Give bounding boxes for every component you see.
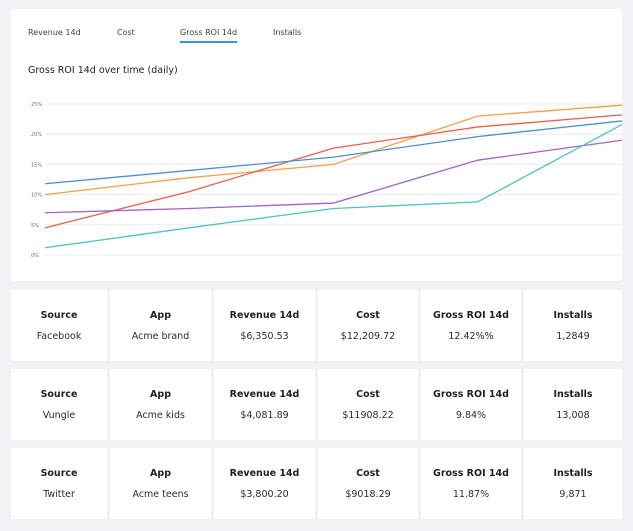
roi-cell: Gross ROI 14d 11.87% xyxy=(421,448,521,519)
source-cell: Source Vungle xyxy=(11,369,108,440)
table-row: Source Facebook App Acme brand Revenue 14d… xyxy=(11,290,623,361)
cost-cell: Cost $12,209.72 xyxy=(318,290,418,361)
app-header: App xyxy=(150,467,171,479)
installs-cell: Installs 1,2849 xyxy=(524,290,623,361)
source-value: Facebook xyxy=(36,330,82,342)
source-header: Source xyxy=(40,388,78,400)
y-tick-label: 15% xyxy=(31,162,42,168)
source-header: Source xyxy=(40,309,78,321)
revenue-value: $4,081.89 xyxy=(240,409,289,421)
source-value: Vungle xyxy=(42,409,76,421)
series-line-3 xyxy=(44,139,622,214)
roi-value: 12.42%% xyxy=(448,330,494,342)
series-line-0 xyxy=(44,104,622,196)
revenue-cell: Revenue 14d $6,350.53 xyxy=(214,290,315,361)
roi-cell: Gross ROI 14d 12.42%% xyxy=(421,290,521,361)
roi-value: 11.87% xyxy=(452,488,490,500)
revenue-header: Revenue 14d xyxy=(229,309,300,321)
metric-tabs: Revenue 14d Cost Gross ROI 14d Installs xyxy=(11,28,622,50)
y-tick-label: 20% xyxy=(31,132,42,138)
chart-title: Gross ROI 14d over time (daily) xyxy=(28,65,178,76)
y-tick-label: 10% xyxy=(31,193,42,199)
installs-header: Installs xyxy=(553,388,593,400)
source-cell: Source Facebook xyxy=(11,290,108,361)
installs-header: Installs xyxy=(553,467,593,479)
app-header: App xyxy=(150,309,171,321)
source-value: Twitter xyxy=(43,488,75,500)
app-header: App xyxy=(150,388,171,400)
app-value: Acme brand xyxy=(131,330,190,342)
app-value: Acme teens xyxy=(132,488,189,500)
installs-cell: Installs 9,871 xyxy=(524,448,623,519)
installs-cell: Installs 13,008 xyxy=(524,369,623,440)
app-cell: App Acme brand xyxy=(110,290,212,361)
roi-header: Gross ROI 14d xyxy=(433,309,509,321)
series-line-2 xyxy=(44,120,622,185)
cost-header: Cost xyxy=(356,309,380,321)
installs-value: 9,871 xyxy=(559,488,587,500)
roi-cell: Gross ROI 14d 9.84% xyxy=(421,369,521,440)
cost-cell: Cost $11908.22 xyxy=(318,369,418,440)
cost-value: $11908.22 xyxy=(342,409,394,421)
revenue-header: Revenue 14d xyxy=(229,388,300,400)
tab-cost[interactable]: Cost xyxy=(117,28,135,37)
series-line-1 xyxy=(44,114,622,229)
revenue-cell: Revenue 14d $4,081.89 xyxy=(214,369,315,440)
app-value: Acme kids xyxy=(136,409,185,421)
revenue-value: $3,800.20 xyxy=(240,488,289,500)
app-cell: App Acme teens xyxy=(110,448,212,519)
y-tick-label: 5% xyxy=(31,223,39,229)
revenue-header: Revenue 14d xyxy=(229,467,300,479)
installs-header: Installs xyxy=(553,309,593,321)
series-line-4 xyxy=(44,123,622,249)
installs-value: 13,008 xyxy=(556,409,590,421)
line-chart: 25% 20% 15% 10% 5% 0% xyxy=(31,102,622,259)
cost-value: $9018.29 xyxy=(345,488,391,500)
roi-value: 9.84% xyxy=(455,409,487,421)
tab-installs[interactable]: Installs xyxy=(273,28,302,37)
tab-revenue-14d[interactable]: Revenue 14d xyxy=(28,28,81,37)
table-row: Source Vungle App Acme kids Revenue 14d $4,… xyxy=(11,369,623,440)
roi-header: Gross ROI 14d xyxy=(433,388,509,400)
table-row: Source Twitter App Acme teens Revenue 14d $… xyxy=(11,448,623,519)
installs-value: 1,2849 xyxy=(556,330,590,342)
y-tick-label: 25% xyxy=(31,102,42,108)
revenue-cell: Revenue 14d $3,800.20 xyxy=(214,448,315,519)
source-cell: Source Twitter xyxy=(11,448,108,519)
cost-value: $12,209.72 xyxy=(340,330,396,342)
y-tick-label: 0% xyxy=(31,253,39,259)
cost-cell: Cost $9018.29 xyxy=(318,448,418,519)
cost-header: Cost xyxy=(356,467,380,479)
cost-header: Cost xyxy=(356,388,380,400)
revenue-value: $6,350.53 xyxy=(240,330,289,342)
tab-gross-roi-14d[interactable]: Gross ROI 14d xyxy=(180,28,238,43)
roi-header: Gross ROI 14d xyxy=(433,467,509,479)
app-cell: App Acme kids xyxy=(110,369,212,440)
source-header: Source xyxy=(40,467,78,479)
chart-card: Revenue 14d Cost Gross ROI 14d Installs … xyxy=(11,9,622,281)
